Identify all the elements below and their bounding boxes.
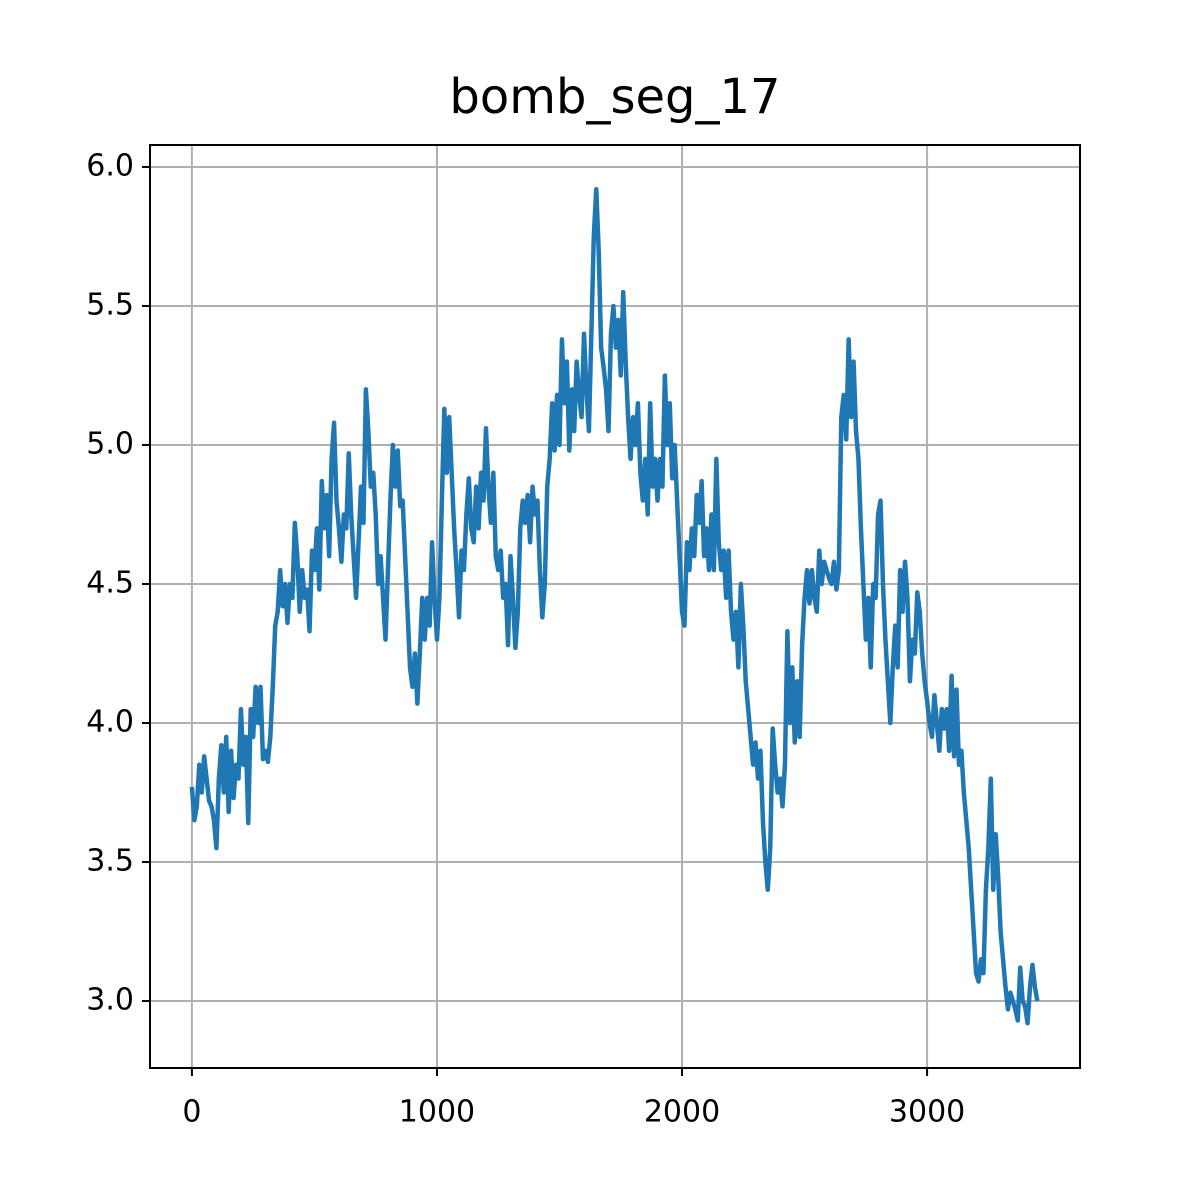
x-tick-label: 2000: [644, 1095, 720, 1130]
y-tick-label: 3.5: [86, 843, 134, 878]
x-tick-label: 0: [182, 1095, 201, 1130]
plot-frame: [149, 144, 1081, 1069]
y-tick-label: 6.0: [86, 148, 134, 183]
chart-title: bomb_seg_17: [449, 69, 780, 125]
x-tick-label: 1000: [399, 1095, 475, 1130]
y-tick-label: 5.5: [86, 287, 134, 322]
y-tick-label: 4.0: [86, 704, 134, 739]
x-tick-label: 3000: [889, 1095, 965, 1130]
y-tick-label: 3.0: [86, 982, 134, 1017]
y-tick-label: 5.0: [86, 426, 134, 461]
y-tick-label: 4.5: [86, 565, 134, 600]
line-series: [189, 186, 1040, 1026]
